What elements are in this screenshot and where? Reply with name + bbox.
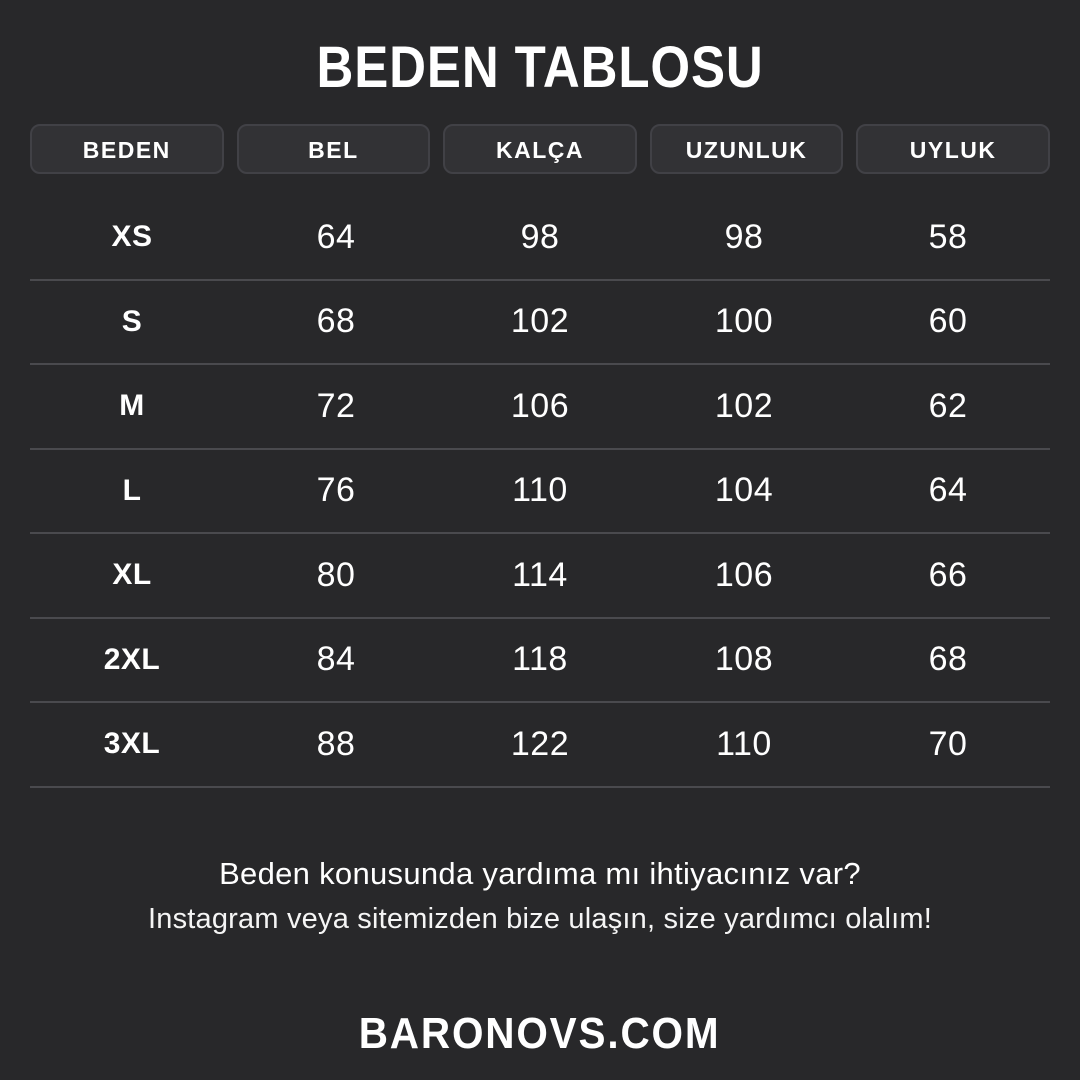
table-header-row: BEDEN BEL KALÇA UZUNLUK UYLUK <box>30 124 1050 174</box>
size-label-cell: L <box>122 473 142 507</box>
size-label-cell: XS <box>111 220 153 254</box>
help-text-block: Beden konusunda yardıma mı ihtiyacınız v… <box>0 856 1080 936</box>
column-header-bel: BEL <box>236 124 431 174</box>
kalca-value-cell: 122 <box>510 724 570 763</box>
help-instruction: Instagram veya sitemizden bize ulaşın, s… <box>147 902 933 935</box>
brand-name: BARONOVS.COM <box>359 1009 721 1058</box>
uyluk-value-cell: 58 <box>928 217 968 256</box>
table-row: 3XL 88 122 110 70 <box>30 703 1050 788</box>
uzunluk-value-cell: 108 <box>714 640 774 679</box>
size-label-cell: 2XL <box>103 642 161 676</box>
bel-value-cell: 72 <box>316 386 356 425</box>
page-title: BEDEN TABLOSU <box>316 35 764 100</box>
kalca-value-cell: 118 <box>512 640 568 679</box>
brand-container: BARONOVS.COM <box>0 1008 1080 1060</box>
uzunluk-value-cell: 104 <box>714 471 774 510</box>
uyluk-value-cell: 66 <box>928 555 968 594</box>
table-row: XL 80 114 106 66 <box>30 534 1050 619</box>
size-label-cell: XL <box>112 558 152 592</box>
table-row: 2XL 84 118 108 68 <box>30 619 1050 703</box>
size-label-cell: 3XL <box>103 727 161 761</box>
uzunluk-value-cell: 106 <box>714 555 774 594</box>
kalca-value-cell: 98 <box>520 217 560 256</box>
bel-value-cell: 80 <box>316 555 356 594</box>
column-header-beden: BEDEN <box>30 124 224 174</box>
column-header-uzunluk: UZUNLUK <box>649 124 844 174</box>
uyluk-value-cell: 60 <box>928 302 968 341</box>
bel-value-cell: 64 <box>316 217 356 256</box>
table-row: S 68 102 100 60 <box>30 281 1050 365</box>
uzunluk-value-cell: 102 <box>714 386 774 425</box>
kalca-value-cell: 114 <box>512 555 568 594</box>
column-header-uyluk: UYLUK <box>856 124 1050 174</box>
uyluk-value-cell: 64 <box>928 471 968 510</box>
help-question: Beden konusunda yardıma mı ihtiyacınız v… <box>219 855 861 891</box>
column-header-kalca: KALÇA <box>443 124 637 174</box>
size-label-cell: M <box>119 389 145 423</box>
size-label-cell: S <box>121 304 143 338</box>
bel-value-cell: 76 <box>316 471 356 510</box>
table-row: L 76 110 104 64 <box>30 450 1050 534</box>
table-row: XS 64 98 98 58 <box>30 196 1050 281</box>
uyluk-value-cell: 62 <box>928 386 968 425</box>
kalca-value-cell: 106 <box>510 386 570 425</box>
uzunluk-value-cell: 110 <box>716 724 772 763</box>
title-container: BEDEN TABLOSU <box>0 36 1080 100</box>
uzunluk-value-cell: 100 <box>714 302 774 341</box>
uzunluk-value-cell: 98 <box>724 217 764 256</box>
size-table-body: XS 64 98 98 58 S 68 102 100 60 M 72 106 … <box>30 196 1050 788</box>
table-row: M 72 106 102 62 <box>30 365 1050 450</box>
kalca-value-cell: 102 <box>510 302 570 341</box>
uyluk-value-cell: 70 <box>928 724 968 763</box>
bel-value-cell: 88 <box>316 724 356 763</box>
uyluk-value-cell: 68 <box>928 640 968 679</box>
kalca-value-cell: 110 <box>512 471 568 510</box>
bel-value-cell: 68 <box>316 302 356 341</box>
bel-value-cell: 84 <box>316 640 356 679</box>
